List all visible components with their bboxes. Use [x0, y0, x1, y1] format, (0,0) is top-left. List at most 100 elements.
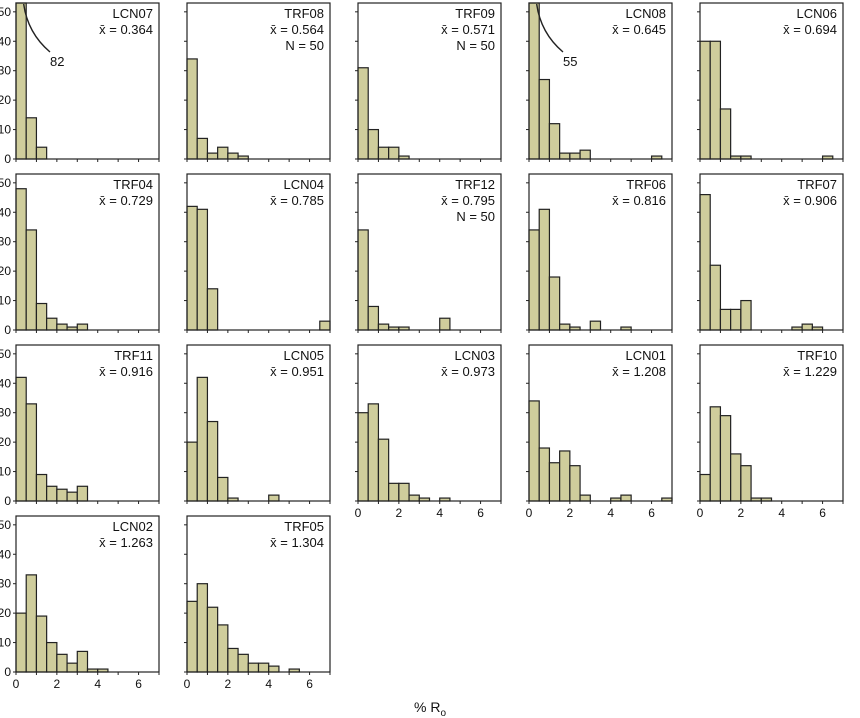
x-tick-label: 4 — [436, 506, 443, 520]
x-tick-label: 0 — [184, 677, 191, 691]
histogram-bar — [367, 305, 380, 331]
histogram-bar — [719, 308, 732, 331]
histogram-bar — [46, 317, 58, 331]
histogram-bar — [589, 320, 602, 331]
histogram-bar — [699, 194, 711, 331]
panel-mean-label: x̄ = 0.795 — [441, 193, 495, 208]
x-tick-label: 6 — [819, 506, 826, 520]
x-tick-label: 4 — [265, 677, 272, 691]
x-tick-label: 6 — [306, 677, 313, 691]
histogram-bar — [186, 600, 198, 673]
panel-sample-id: TRF06 — [626, 177, 666, 192]
histogram-bar — [217, 624, 229, 673]
histogram-bar — [357, 67, 369, 160]
histogram-bar — [35, 146, 48, 160]
histogram-bar — [76, 650, 89, 673]
panel-mean-label: x̄ = 0.645 — [612, 22, 666, 37]
histogram-bar — [35, 302, 48, 331]
histogram-bar — [559, 152, 571, 160]
y-tick-label: 20 — [0, 606, 11, 620]
histogram-bar — [801, 323, 813, 331]
y-tick-label: 30 — [0, 64, 11, 78]
panel-sample-id: TRF11 — [114, 348, 153, 363]
histogram-bar — [579, 494, 591, 502]
y-tick-label: 50 — [0, 5, 11, 19]
histogram-bar — [25, 117, 38, 160]
panel-mean-label: x̄ = 0.973 — [441, 364, 495, 379]
panel-n-label: N = 50 — [456, 38, 495, 53]
y-tick-label: 40 — [0, 547, 11, 561]
panel-mean-label: x̄ = 0.694 — [783, 22, 837, 37]
y-tick-label: 20 — [0, 93, 11, 107]
panel-n-label: N = 50 — [456, 209, 495, 224]
histogram-bar — [709, 264, 722, 331]
y-tick-label: 0 — [4, 665, 11, 679]
histogram-bar — [569, 465, 581, 502]
y-tick-label: 40 — [0, 34, 11, 48]
histogram-bar — [56, 653, 68, 673]
x-axis-label-main: % R — [414, 699, 440, 715]
x-tick-label: 2 — [738, 506, 745, 520]
histogram-bar — [206, 152, 219, 160]
histogram-bar — [196, 583, 209, 673]
y-tick-label: 50 — [0, 176, 11, 190]
panel-sample-id: TRF05 — [284, 519, 324, 534]
panel-sample-id: LCN06 — [797, 6, 837, 21]
histogram-bar — [227, 647, 239, 673]
y-tick-label: 10 — [0, 465, 11, 479]
histogram-bar — [740, 465, 752, 502]
x-tick-label: 4 — [94, 677, 101, 691]
histogram-bar — [730, 453, 742, 502]
panel-frame — [186, 515, 331, 673]
histogram-bar — [268, 665, 280, 673]
histogram-bar — [367, 403, 380, 502]
histogram-bar — [196, 137, 209, 160]
histogram-bar — [719, 108, 732, 160]
panel-sample-id: LCN07 — [113, 6, 153, 21]
histogram-bar — [699, 40, 711, 160]
histogram-bar — [699, 473, 711, 502]
panel-mean-label: x̄ = 0.564 — [270, 22, 324, 37]
panel-frame — [15, 173, 160, 331]
panel-frame — [699, 2, 844, 160]
x-tick-label: 0 — [697, 506, 704, 520]
clipped-bar-value-label: 55 — [563, 54, 577, 69]
histogram-bar — [186, 441, 198, 502]
histogram-bar — [227, 152, 239, 160]
histogram-bar — [538, 447, 551, 502]
histogram-bar — [66, 662, 78, 673]
histogram-bar — [56, 488, 68, 502]
histogram-bar — [46, 641, 58, 673]
panel-frame — [357, 344, 502, 502]
panel-sample-id: TRF12 — [455, 177, 495, 192]
histogram-bar — [579, 149, 591, 160]
histogram-bar — [76, 323, 89, 331]
histogram-bar — [620, 494, 632, 502]
histogram-bar — [35, 473, 48, 502]
panel-mean-label: x̄ = 0.916 — [99, 364, 153, 379]
histogram-bar — [25, 403, 38, 502]
histogram-bar — [15, 376, 27, 502]
histogram-bar — [569, 152, 581, 160]
histogram-bar — [25, 229, 38, 331]
panel-frame — [186, 2, 331, 160]
y-tick-label: 0 — [4, 494, 11, 508]
x-tick-label: 6 — [477, 506, 484, 520]
panel-frame — [15, 515, 160, 673]
histogram-bar — [217, 146, 229, 160]
panel-frame — [528, 173, 673, 331]
panel-n-label: N = 50 — [285, 38, 324, 53]
histogram-bar — [548, 276, 561, 331]
panel-frame — [186, 344, 331, 502]
y-tick-label: 20 — [0, 435, 11, 449]
histogram-bar — [206, 420, 219, 502]
